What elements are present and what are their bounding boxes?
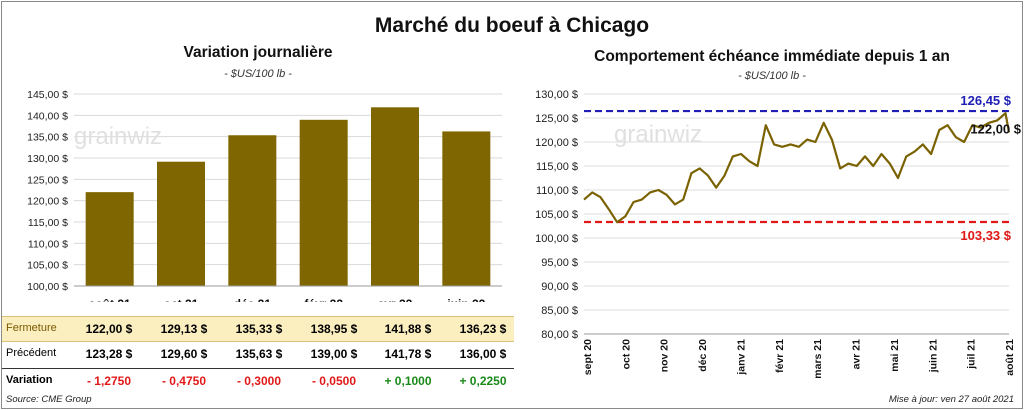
main-title: Marché du boeuf à Chicago bbox=[374, 14, 650, 37]
bar-y-tick-label: 130,00 $ bbox=[27, 153, 68, 165]
line-x-tick-label: mars 21 bbox=[812, 339, 824, 379]
cell-fermeture-3: 135,33 $ bbox=[235, 322, 283, 336]
cell-fermeture-1: 122,00 $ bbox=[85, 322, 133, 336]
cell-variation-6: + 0,2250 bbox=[459, 374, 507, 388]
table-divider bbox=[2, 368, 514, 369]
line-watermark: grainwiz bbox=[614, 121, 702, 148]
line-y-tick-label: 100,00 $ bbox=[535, 233, 578, 245]
right-panel-title: Comportement échéance immédiate depuis 1… bbox=[594, 48, 950, 65]
bar-chart: 100,00 $ 105,00 $ 110,00 $ 115,00 $ 120,00 $… bbox=[27, 89, 502, 302]
source-note: Source: CME Group bbox=[6, 394, 92, 405]
bar-y-tick-label: 110,00 $ bbox=[28, 238, 68, 250]
line-x-tick-label: mai 21 bbox=[889, 339, 901, 372]
line-x-tick-label: juil 21 bbox=[966, 339, 978, 370]
line-x-tick-label: août 21 bbox=[1004, 339, 1016, 376]
bar-x-tick-label: févr 22 bbox=[304, 297, 343, 302]
cell-fermeture-6: 136,23 $ bbox=[459, 322, 507, 336]
high-label: 126,45 $ bbox=[960, 93, 1011, 108]
cell-variation-3: - 0,3000 bbox=[236, 374, 282, 388]
bar bbox=[442, 131, 491, 286]
low-label: 103,33 $ bbox=[960, 228, 1011, 243]
cell-precedent-6: 136,00 $ bbox=[459, 347, 507, 361]
row-label-variation: Variation bbox=[6, 374, 53, 386]
bar-y-tick-label: 100,00 $ bbox=[27, 281, 68, 293]
line-y-tick-label: 120,00 $ bbox=[535, 137, 578, 149]
cell-fermeture-4: 138,95 $ bbox=[310, 322, 358, 336]
bar-y-tick-label: 135,00 $ bbox=[27, 132, 68, 144]
line-chart: 80,00 $ 85,00 $ 90,00 $ 95,00 $ 100,00 $ 105,… bbox=[535, 89, 1022, 379]
line-x-tick-label: juin 21 bbox=[927, 339, 939, 373]
cell-precedent-3: 135,63 $ bbox=[235, 347, 283, 361]
row-label-fermeture: Fermeture bbox=[6, 322, 57, 334]
line-y-tick-label: 125,00 $ bbox=[535, 113, 578, 125]
bar-y-tick-label: 125,00 $ bbox=[27, 174, 68, 186]
line-y-tick-label: 110,00 $ bbox=[536, 185, 578, 197]
bar bbox=[299, 119, 348, 287]
left-panel-subtitle: - $US/100 lb - bbox=[224, 68, 292, 80]
bar-x-tick-label: oct 21 bbox=[164, 297, 199, 302]
cell-precedent-1: 123,28 $ bbox=[85, 347, 133, 361]
bar-x-tick-label: juin 22 bbox=[446, 297, 485, 302]
update-note: Mise à jour: ven 27 août 2021 bbox=[888, 394, 1014, 405]
last-value-label: 122,00 $ bbox=[970, 121, 1021, 136]
bar bbox=[371, 107, 419, 286]
line-y-tick-label: 105,00 $ bbox=[535, 209, 578, 221]
bar-x-tick-label: avr 22 bbox=[378, 297, 413, 302]
table-row-precedent: Précédent 123,28 $ 129,60 $ 135,63 $ 139… bbox=[2, 342, 514, 366]
line-y-tick-label: 90,00 $ bbox=[541, 281, 578, 293]
line-y-tick-label: 85,00 $ bbox=[541, 305, 578, 317]
bar-x-tick-label: août 21 bbox=[89, 297, 131, 302]
line-x-tick-label: oct 20 bbox=[620, 339, 632, 370]
cell-variation-2: - 0,4750 bbox=[161, 374, 207, 388]
cell-precedent-5: 141,78 $ bbox=[384, 347, 432, 361]
row-label-precedent: Précédent bbox=[6, 347, 57, 359]
cell-precedent-2: 129,60 $ bbox=[160, 347, 208, 361]
line-x-tick-label: déc 20 bbox=[697, 339, 709, 372]
cell-precedent-4: 139,00 $ bbox=[310, 347, 358, 361]
cell-fermeture-5: 141,88 $ bbox=[384, 322, 432, 336]
line-y-tick-label: 115,00 $ bbox=[536, 161, 578, 173]
bar bbox=[157, 161, 205, 286]
line-x-tick-label: sept 20 bbox=[582, 339, 594, 375]
cell-variation-5: + 0,1000 bbox=[384, 374, 432, 388]
bar bbox=[85, 192, 134, 286]
line-x-tick-label: janv 21 bbox=[735, 339, 747, 376]
bar-watermark: grainwiz bbox=[74, 123, 162, 150]
line-x-tick-label: févr 21 bbox=[774, 339, 786, 373]
line-y-tick-label: 95,00 $ bbox=[541, 257, 578, 269]
cell-variation-4: - 0,0500 bbox=[311, 374, 357, 388]
line-y-tick-label: 130,00 $ bbox=[535, 89, 578, 101]
table-row-fermeture: Fermeture 122,00 $ 129,13 $ 135,33 $ 138… bbox=[2, 316, 514, 342]
line-x-tick-label: avr 21 bbox=[851, 339, 863, 370]
right-panel-subtitle: - $US/100 lb - bbox=[738, 70, 806, 82]
table-row-variation: Variation - 1,2750 - 0,4750 - 0,3000 - 0… bbox=[2, 369, 514, 393]
line-x-tick-label: nov 20 bbox=[659, 339, 671, 372]
bar-y-tick-label: 115,00 $ bbox=[28, 217, 68, 229]
bar-x-tick-label: déc 21 bbox=[234, 297, 272, 302]
bar bbox=[228, 135, 277, 286]
cell-variation-1: - 1,2750 bbox=[86, 374, 132, 388]
price-line bbox=[583, 112, 1011, 224]
left-panel-title: Variation journalière bbox=[183, 44, 333, 61]
bar-y-tick-label: 140,00 $ bbox=[27, 110, 68, 122]
bar-y-tick-label: 120,00 $ bbox=[27, 196, 68, 208]
bar-y-tick-label: 145,00 $ bbox=[27, 89, 68, 101]
line-y-tick-label: 80,00 $ bbox=[541, 329, 578, 341]
cell-fermeture-2: 129,13 $ bbox=[160, 322, 208, 336]
bar-y-tick-label: 105,00 $ bbox=[27, 260, 68, 272]
